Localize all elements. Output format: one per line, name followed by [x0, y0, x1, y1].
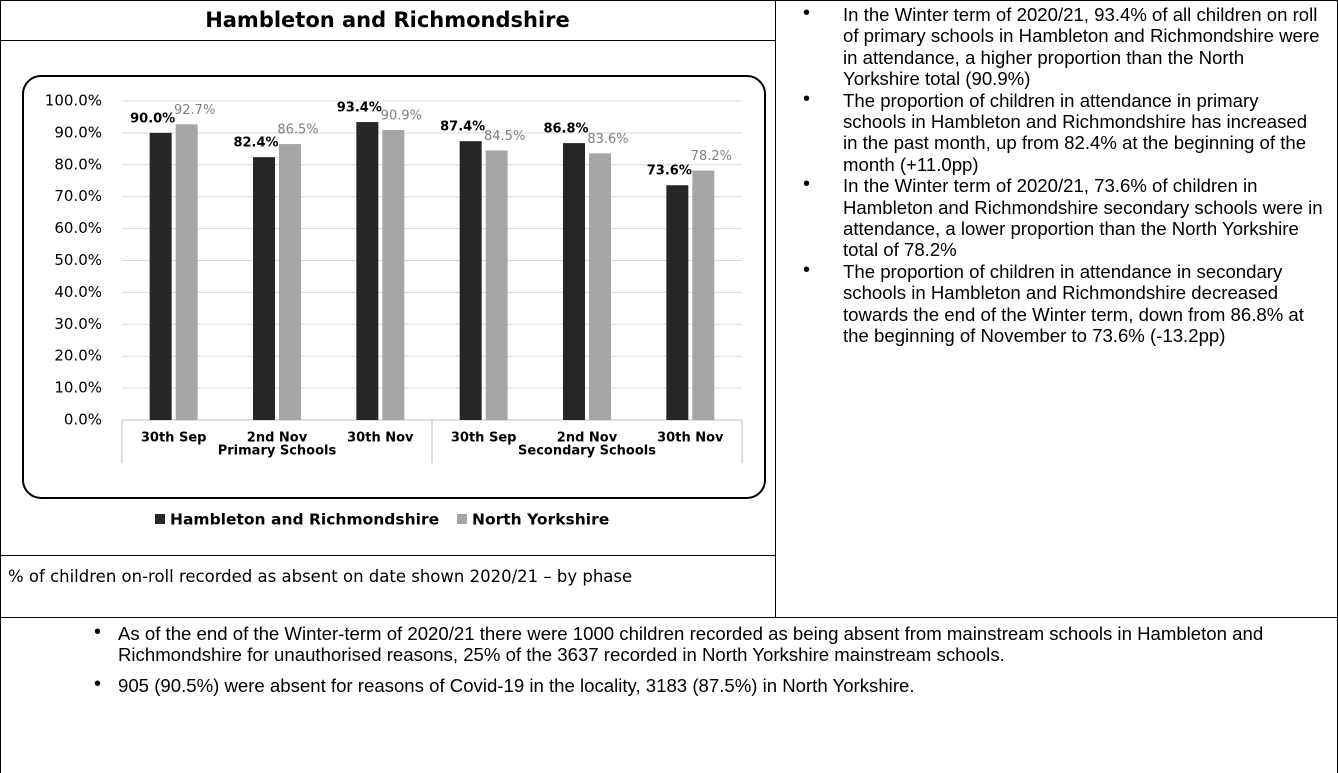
- bar: [253, 157, 275, 421]
- value-label: 86.8%: [543, 122, 588, 137]
- value-label: 87.4%: [440, 120, 485, 135]
- y-tick-label: 70.0%: [54, 187, 102, 205]
- value-label: 82.4%: [233, 136, 278, 151]
- value-label: 73.6%: [647, 164, 692, 179]
- legend-label: Hambleton and Richmondshire: [170, 511, 439, 529]
- y-tick-label: 90.0%: [54, 123, 102, 141]
- chart: 0.0% 10.0% 20.0% 30.0% 40.0% 50.0% 60.0% 70.0% 8…: [22, 75, 766, 529]
- caption: % of children on-roll recorded as absent…: [8, 567, 633, 586]
- bar: [459, 141, 482, 420]
- bullet: 905 (90.5%) were absent for reasons of C…: [94, 674, 1328, 696]
- bar: [563, 143, 585, 420]
- value-label: 92.7%: [174, 103, 215, 118]
- border: [775, 0, 776, 617]
- bar: [589, 153, 611, 421]
- side-bullets: In the Winter term of 2020/21, 93.4% of …: [803, 3, 1323, 347]
- bar: [279, 144, 301, 420]
- x-tick-label: 30th Sep: [451, 431, 517, 446]
- value-label: 93.4%: [337, 101, 382, 116]
- group-label: Secondary Schools: [518, 444, 656, 459]
- y-tick-label: 30.0%: [54, 315, 102, 333]
- x-tick-label: 30th Nov: [347, 431, 414, 446]
- bar: [485, 150, 508, 420]
- border: [0, 555, 775, 556]
- border: [0, 0, 1338, 1]
- value-label: 78.2%: [691, 149, 732, 164]
- y-tick-label: 50.0%: [54, 251, 102, 269]
- bullet: The proportion of children in attendance…: [803, 260, 1323, 347]
- value-label: 90.0%: [130, 111, 175, 126]
- y-tick-label: 10.0%: [54, 379, 102, 397]
- x-tick-label: 2nd Nov: [247, 431, 308, 446]
- y-tick-label: 100.0%: [45, 92, 102, 110]
- x-tick-label: 2nd Nov: [557, 431, 618, 446]
- value-label: 83.6%: [587, 132, 628, 147]
- border: [0, 0, 1, 773]
- bottom-bullets: As of the end of the Winter-term of 2020…: [94, 622, 1328, 705]
- bullet: In the Winter term of 2020/21, 93.4% of …: [803, 3, 1323, 90]
- section-title: Hambleton and Richmondshire: [205, 8, 570, 32]
- legend-swatch: [457, 514, 467, 524]
- y-tick-label: 20.0%: [54, 347, 102, 365]
- bullet: As of the end of the Winter-term of 2020…: [94, 622, 1328, 666]
- y-tick-label: 0.0%: [64, 411, 102, 429]
- border: [0, 40, 775, 41]
- bar: [692, 170, 715, 420]
- bar: [666, 185, 689, 420]
- border: [0, 617, 1338, 618]
- legend-label: North Yorkshire: [472, 511, 609, 529]
- bullet: The proportion of children in attendance…: [803, 89, 1323, 176]
- y-tick-label: 60.0%: [54, 219, 102, 237]
- value-label: 90.9%: [381, 109, 422, 124]
- bullet: In the Winter term of 2020/21, 73.6% of …: [803, 174, 1323, 261]
- bar: [382, 130, 405, 421]
- y-tick-label: 40.0%: [54, 283, 102, 301]
- x-tick-label: 30th Nov: [657, 431, 724, 446]
- x-tick-label: 30th Sep: [141, 431, 207, 446]
- bar: [149, 132, 172, 420]
- bar: [356, 122, 379, 420]
- value-label: 84.5%: [484, 129, 525, 144]
- value-label: 86.5%: [277, 123, 318, 138]
- y-tick-label: 80.0%: [54, 155, 102, 173]
- bar: [175, 124, 198, 421]
- legend-swatch: [155, 514, 165, 524]
- group-label: Primary Schools: [218, 444, 337, 459]
